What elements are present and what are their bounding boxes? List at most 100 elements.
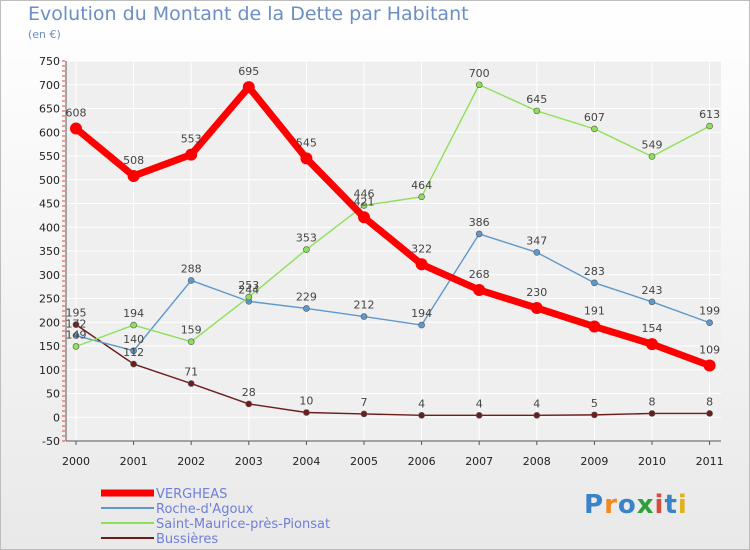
x-tick-label: 2000: [62, 455, 90, 468]
data-point: [303, 409, 310, 416]
data-point: [591, 411, 598, 419]
data-point: [185, 148, 198, 161]
data-label: 608: [66, 106, 87, 119]
data-point: [303, 305, 310, 312]
data-label: 159: [181, 324, 202, 337]
data-point: [360, 410, 368, 418]
y-tick-label: 50: [46, 388, 60, 401]
data-point: [591, 125, 598, 133]
series-vergheas: [70, 81, 716, 372]
x-tick-label: 2005: [350, 455, 378, 468]
logo-letter: r: [604, 490, 618, 520]
data-label: 140: [123, 333, 144, 346]
data-point: [418, 321, 425, 329]
data-label: 71: [184, 366, 198, 379]
data-point: [706, 319, 713, 327]
data-label: 553: [181, 133, 202, 146]
data-point: [533, 107, 541, 115]
data-label: 4: [418, 397, 425, 410]
legend-label: Roche-d'Agoux: [156, 502, 254, 517]
data-point: [72, 343, 80, 350]
y-tick-label: 200: [39, 316, 60, 329]
y-tick-label: 600: [39, 126, 60, 139]
data-label: 607: [584, 111, 605, 124]
data-label: 195: [66, 307, 87, 320]
data-label: 172: [66, 318, 87, 331]
data-label: 446: [354, 187, 375, 200]
data-label: 508: [123, 154, 144, 167]
series-bussi-res: [72, 321, 713, 419]
x-tick-label: 2002: [177, 455, 205, 468]
data-point: [358, 211, 370, 224]
data-label: 112: [123, 346, 144, 359]
y-tick-label: 300: [39, 269, 60, 282]
data-label: 8: [706, 395, 713, 408]
x-tick-label: 2001: [120, 455, 148, 468]
y-tick-label: 700: [39, 79, 60, 92]
series-roche-d-agoux: [72, 230, 713, 355]
legend-item: Bussières: [101, 532, 218, 547]
data-label: 199: [699, 305, 720, 318]
data-point: [706, 410, 713, 417]
data-label: 253: [238, 279, 259, 292]
y-tick-label: 750: [39, 55, 60, 68]
legend-item: Roche-d'Agoux: [101, 502, 254, 517]
x-tick-label: 2003: [235, 455, 263, 468]
data-label: 4: [533, 397, 540, 410]
x-tick-label: 2008: [523, 455, 551, 468]
data-label: 322: [411, 242, 432, 255]
series-line: [72, 83, 714, 369]
y-tick-label: 100: [39, 364, 60, 377]
data-label: 4: [476, 397, 483, 410]
data-label: 613: [699, 108, 720, 121]
data-label: 28: [242, 386, 256, 399]
chart-subtitle: (en €): [28, 28, 61, 41]
data-point: [475, 412, 483, 419]
data-point: [242, 81, 255, 94]
data-label: 229: [296, 290, 317, 303]
data-label: 244: [238, 283, 259, 296]
y-tick-label: 150: [39, 340, 60, 353]
x-tick-label: 2010: [638, 455, 666, 468]
data-label: 645: [526, 93, 547, 106]
y-tick-label: 250: [39, 293, 60, 306]
legend-item: VERGHEAS: [101, 487, 227, 502]
data-label: 243: [642, 284, 663, 297]
data-point: [588, 320, 601, 333]
data-label: 421: [354, 195, 375, 208]
data-point: [72, 321, 80, 328]
data-label: 7: [361, 396, 368, 409]
data-point: [70, 122, 82, 135]
logo-letter: i: [677, 490, 688, 520]
data-label: 545: [296, 136, 317, 149]
data-point: [245, 293, 253, 301]
data-label: 288: [181, 262, 202, 275]
series-line: [75, 84, 711, 348]
series-saint-maurice-pr-s-pionsat: [72, 81, 713, 350]
data-label: 194: [123, 307, 144, 320]
x-tick-label: 2011: [696, 455, 724, 468]
data-point: [703, 359, 716, 372]
logo-letter: i: [654, 490, 665, 520]
data-point: [360, 313, 368, 320]
data-point: [648, 298, 656, 306]
data-point: [130, 347, 137, 355]
data-label: 695: [238, 65, 259, 78]
legend-item: Saint-Maurice-près-Pionsat: [101, 517, 330, 532]
data-label: 283: [584, 265, 605, 278]
data-label: 347: [526, 234, 547, 247]
logo-letter: o: [617, 490, 637, 520]
data-point: [127, 169, 140, 182]
data-point: [533, 412, 541, 419]
data-point: [533, 249, 541, 256]
x-tick-label: 2009: [580, 455, 608, 468]
x-tick-label: 2007: [465, 455, 493, 468]
data-label: 10: [299, 395, 313, 408]
data-point: [360, 202, 368, 209]
y-tick-label: 350: [39, 245, 60, 258]
data-point: [475, 230, 483, 238]
data-label: 212: [354, 299, 375, 312]
x-tick-label: 2004: [292, 455, 320, 468]
logo-letter: t: [664, 490, 678, 520]
